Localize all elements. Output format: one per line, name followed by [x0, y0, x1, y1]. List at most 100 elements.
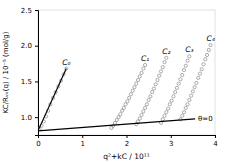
point	[168, 103, 171, 106]
point	[191, 90, 194, 93]
point	[126, 100, 129, 103]
tick: 2.0	[21, 42, 38, 50]
point	[209, 43, 212, 46]
tick: 2	[125, 135, 129, 148]
point	[152, 87, 155, 90]
point	[190, 94, 193, 97]
tick-label: 0	[36, 140, 40, 148]
point	[154, 83, 157, 86]
point	[135, 82, 138, 85]
point	[186, 59, 189, 62]
tick-label: 4	[213, 140, 218, 148]
point	[165, 56, 168, 59]
axis-line	[35, 11, 39, 136]
point	[177, 82, 180, 85]
point	[128, 96, 131, 99]
point	[170, 99, 173, 102]
tick-mark	[35, 10, 38, 11]
point	[140, 71, 143, 74]
point	[204, 58, 207, 61]
point	[174, 91, 177, 94]
series	[135, 56, 168, 126]
point	[129, 93, 132, 96]
tick-mark	[82, 135, 83, 138]
point	[138, 75, 141, 78]
point	[179, 78, 182, 81]
series-label: C₀	[62, 58, 70, 67]
plot-frame	[38, 10, 215, 135]
tick: 1.0	[21, 114, 38, 122]
series-label: C₁	[141, 54, 149, 63]
tick-label: 1.5	[21, 78, 32, 86]
point	[195, 81, 198, 84]
y-axis: 1.0 1.5 2.0 2.5	[21, 7, 39, 136]
tick: 1	[81, 135, 85, 148]
point	[142, 110, 145, 113]
point	[156, 78, 159, 81]
tick: 0	[36, 135, 40, 148]
tick-mark	[35, 117, 38, 118]
tick-mark	[35, 81, 38, 82]
y-axis-title: KC/Rᵥᵥ(q) / 10⁻⁵ (mol/g)	[2, 31, 10, 113]
tick-label: 2	[125, 140, 129, 148]
tick: 2.5	[21, 7, 38, 15]
x-axis-title: q²+kC / 10¹¹	[103, 152, 149, 161]
series	[159, 55, 191, 125]
point	[205, 53, 208, 56]
point	[188, 55, 191, 58]
point	[182, 68, 185, 71]
point	[136, 78, 139, 81]
tick: 4	[213, 135, 218, 148]
point	[181, 114, 184, 117]
fit-line	[38, 119, 195, 131]
tick: 1.5	[21, 78, 38, 86]
point	[119, 113, 122, 116]
point	[147, 98, 150, 101]
point	[166, 107, 169, 110]
point	[193, 86, 196, 89]
point	[165, 111, 168, 114]
point	[188, 98, 191, 101]
point	[182, 111, 185, 114]
point	[161, 118, 164, 121]
tick-mark	[171, 135, 172, 138]
tick-mark	[127, 135, 128, 138]
axis-line	[39, 136, 216, 139]
series-label: C₃	[185, 45, 193, 54]
point	[158, 74, 161, 77]
tick-label: 1.0	[21, 114, 32, 122]
point	[163, 61, 166, 64]
point	[151, 91, 154, 94]
plot: 012341.01.52.02.5C₀C₁C₂C₃C₄θ=0	[21, 7, 218, 148]
x-axis: 0 1 2 3 4	[36, 135, 218, 148]
tick-label: 3	[169, 140, 173, 148]
point	[172, 95, 175, 98]
point	[142, 67, 145, 70]
labels: C₀C₁C₂C₃C₄θ=0	[62, 34, 215, 123]
marks	[38, 43, 212, 130]
series	[38, 67, 68, 130]
series	[110, 63, 147, 129]
point	[140, 113, 143, 116]
series	[179, 43, 212, 120]
tick-label: 1	[81, 140, 85, 148]
tick-label: 2.5	[21, 7, 32, 15]
point	[163, 114, 166, 117]
point	[110, 126, 113, 129]
point	[198, 72, 201, 75]
point	[181, 73, 184, 76]
point	[175, 86, 178, 89]
point	[133, 86, 136, 89]
point	[184, 64, 187, 67]
tick-label: 2.0	[21, 42, 32, 50]
point	[138, 117, 141, 120]
point	[186, 103, 189, 106]
point	[207, 48, 210, 51]
fit-line	[38, 69, 66, 131]
point	[184, 106, 187, 109]
chart: 012341.01.52.02.5C₀C₁C₂C₃C₄θ=0q²+kC / 10…	[0, 0, 227, 162]
tick-mark	[215, 135, 216, 138]
point	[149, 95, 152, 98]
point	[200, 68, 203, 71]
tick-mark	[35, 46, 38, 47]
